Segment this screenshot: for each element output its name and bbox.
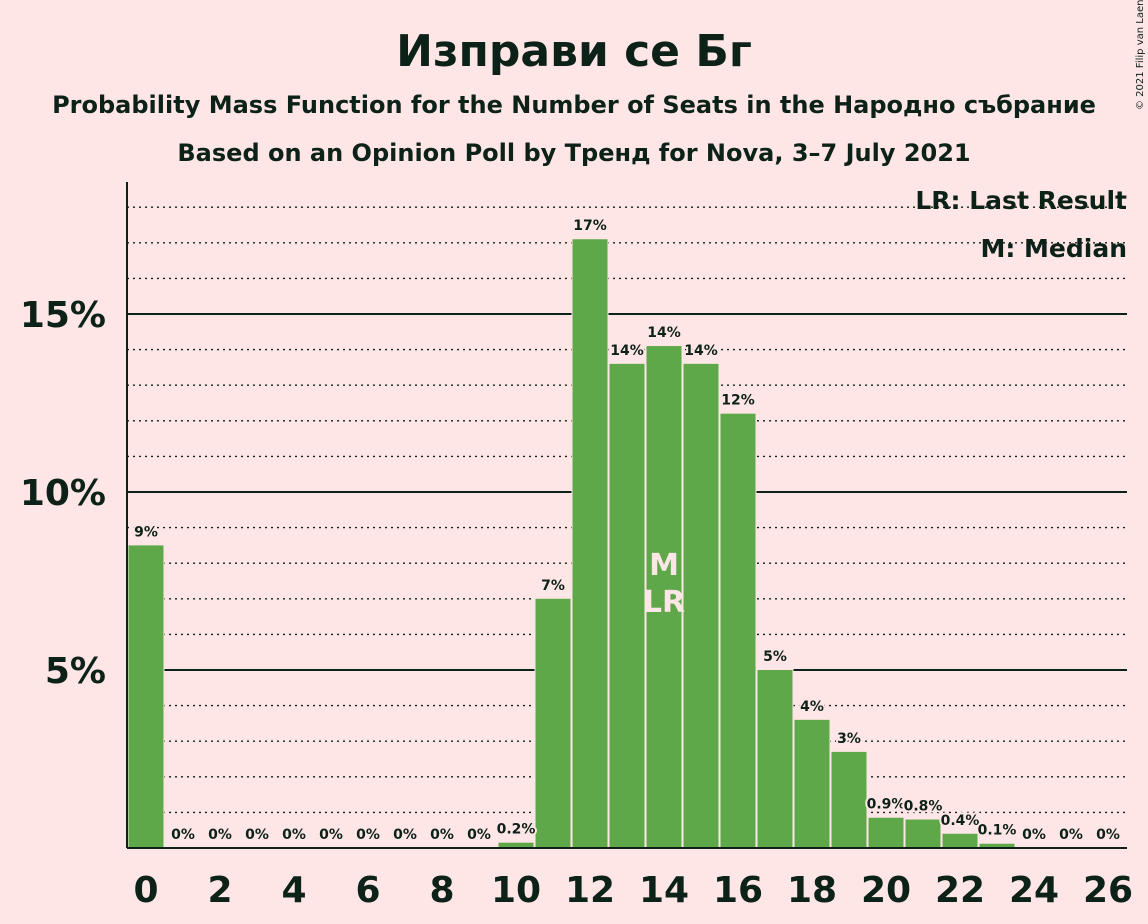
- value-label: 12%: [721, 393, 755, 409]
- x-tick-label: 0: [133, 870, 158, 911]
- x-tick-label: 8: [429, 870, 454, 911]
- value-label: 17%: [573, 218, 607, 234]
- value-label: 3%: [837, 731, 861, 747]
- bar-seat-11: [535, 598, 571, 848]
- y-tick-label: 10%: [20, 473, 106, 514]
- value-label: 0%: [171, 827, 195, 843]
- value-label: 0.1%: [978, 823, 1017, 839]
- value-label: 0%: [208, 827, 232, 843]
- legend-median: M: Median: [980, 234, 1127, 263]
- x-tick-label: 4: [281, 870, 306, 911]
- x-tick-label: 14: [639, 870, 689, 911]
- value-label-halo: 14%: [647, 325, 681, 341]
- value-label-halo: 9%: [134, 524, 158, 540]
- value-label: 0%: [282, 827, 306, 843]
- bar-seat-20: [868, 817, 904, 848]
- value-label: 0%: [1059, 827, 1083, 843]
- value-label: 0%: [1096, 827, 1120, 843]
- value-label: 9%: [134, 524, 158, 540]
- value-label: 4%: [800, 699, 824, 715]
- value-label-halo: 0.9%: [867, 797, 906, 813]
- value-label-halo: 5%: [763, 649, 787, 665]
- value-label: 14%: [684, 343, 718, 359]
- value-label: 0%: [356, 827, 380, 843]
- value-label: 0.4%: [941, 813, 980, 829]
- value-label-halo: 0.8%: [904, 799, 943, 815]
- chart-subtitle-2: Based on an Opinion Poll by Тренд for No…: [177, 139, 970, 167]
- x-tick-label: 18: [787, 870, 837, 911]
- bar-seat-21: [905, 819, 941, 848]
- value-label-halo: 0.4%: [941, 813, 980, 829]
- value-label-halo: 0%: [393, 827, 417, 843]
- last-result-marker: LR: [643, 585, 685, 620]
- value-label: 0%: [393, 827, 417, 843]
- value-label-halo: 0%: [467, 827, 491, 843]
- value-label: 0.8%: [904, 799, 943, 815]
- value-label-halo: 17%: [573, 218, 607, 234]
- value-label-halo: 0.2%: [497, 822, 536, 838]
- value-labels: 9%9%0%0% 0%0% 0%0% 0%0% 0%0% 0%0% 0%0% 0%0% 0%0%…: [132, 216, 1122, 845]
- axes: 5%10%15%0 2 4 6 8 10 12 14 16 18 20 22 24 26: [20, 182, 1133, 911]
- value-label-halo: 0%: [319, 827, 343, 843]
- y-tick-label: 15%: [20, 295, 106, 336]
- value-label-halo: 12%: [721, 393, 755, 409]
- value-label: 0%: [430, 827, 454, 843]
- x-tick-label: 2: [207, 870, 232, 911]
- value-label-halo: 4%: [800, 699, 824, 715]
- bar-seat-15: [683, 363, 719, 848]
- x-tick-label: 24: [1009, 870, 1059, 911]
- bar-seat-13: [609, 363, 645, 848]
- value-label-halo: 0%: [245, 827, 269, 843]
- x-tick-label: 12: [565, 870, 615, 911]
- bar-seat-22: [942, 833, 978, 848]
- value-label: 0.9%: [867, 797, 906, 813]
- x-tick-label: 22: [935, 870, 985, 911]
- bar-seat-19: [831, 751, 867, 848]
- value-label-halo: 0%: [208, 827, 232, 843]
- y-tick-label: 5%: [45, 651, 106, 692]
- value-label-halo: 14%: [684, 343, 718, 359]
- bar-seat-14: [646, 346, 682, 848]
- value-label-halo: 0%: [1096, 827, 1120, 843]
- median-marker: M: [649, 548, 679, 583]
- value-label: 0%: [467, 827, 491, 843]
- bar-seat-16: [720, 413, 756, 848]
- value-label-halo: 0%: [1059, 827, 1083, 843]
- x-tick-label: 6: [355, 870, 380, 911]
- bars: [127, 238, 1016, 849]
- value-label-halo: 7%: [541, 578, 565, 594]
- value-label: 0.2%: [497, 822, 536, 838]
- value-label-halo: 0%: [171, 827, 195, 843]
- value-label-halo: 3%: [837, 731, 861, 747]
- bar-seat-17: [757, 670, 793, 848]
- value-label-halo: 0%: [430, 827, 454, 843]
- bar-seat-10: [498, 842, 534, 848]
- chart-title: Изправи се Бг: [396, 26, 752, 77]
- chart-subtitle: Probability Mass Function for the Number…: [52, 91, 1096, 119]
- value-label-halo: 0%: [1022, 827, 1046, 843]
- value-label: 5%: [763, 649, 787, 665]
- value-label: 14%: [610, 343, 644, 359]
- value-label: 0%: [1022, 827, 1046, 843]
- value-label: 0%: [245, 827, 269, 843]
- value-label-halo: 14%: [610, 343, 644, 359]
- value-label: 14%: [647, 325, 681, 341]
- x-tick-label: 10: [491, 870, 541, 911]
- x-tick-label: 20: [861, 870, 911, 911]
- bar-seat-0: [128, 545, 164, 848]
- bar-seat-18: [794, 719, 830, 848]
- credit-text: © 2021 Filip van Laenen: [1135, 0, 1146, 110]
- value-label: 7%: [541, 578, 565, 594]
- legend-last-result: LR: Last Result: [915, 186, 1127, 215]
- x-tick-label: 16: [713, 870, 763, 911]
- x-tick-label: 26: [1083, 870, 1133, 911]
- value-label: 0%: [319, 827, 343, 843]
- bar-seat-12: [572, 239, 608, 849]
- bar-seat-23: [979, 843, 1015, 848]
- value-label-halo: 0.1%: [978, 823, 1017, 839]
- value-label-halo: 0%: [282, 827, 306, 843]
- value-label-halo: 0%: [356, 827, 380, 843]
